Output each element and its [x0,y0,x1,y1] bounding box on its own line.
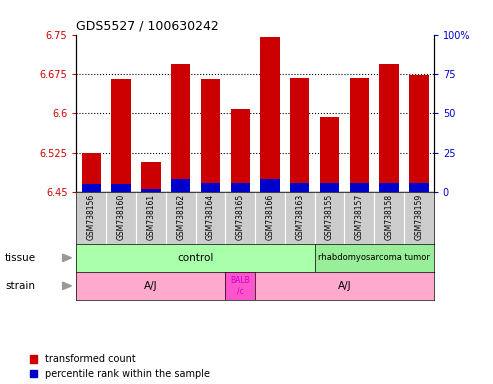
Bar [255,272,434,300]
Text: GSM738156: GSM738156 [87,194,96,240]
Bar [315,244,434,272]
Text: GSM738160: GSM738160 [116,194,126,240]
Polygon shape [63,282,71,290]
Bar [76,244,315,272]
Bar [201,79,220,192]
Bar [290,182,310,192]
Text: GSM738161: GSM738161 [146,194,155,240]
Text: strain: strain [5,281,35,291]
Bar [82,184,101,192]
Text: GSM738162: GSM738162 [176,194,185,240]
Text: GSM738164: GSM738164 [206,194,215,240]
Text: GDS5527 / 100630242: GDS5527 / 100630242 [76,19,219,32]
Text: GSM738163: GSM738163 [295,194,304,240]
Bar [111,79,131,192]
Text: GSM738157: GSM738157 [355,194,364,240]
Bar [171,65,190,192]
Text: BALB
/c: BALB /c [230,276,250,296]
Bar [76,272,225,300]
Bar [409,76,428,192]
Bar [231,182,250,192]
Bar [350,182,369,192]
Bar [290,78,310,192]
Bar [82,153,101,192]
Bar [260,179,280,192]
Bar [171,179,190,192]
Bar [225,272,255,300]
Text: GSM738165: GSM738165 [236,194,245,240]
Bar [380,65,399,192]
Text: A/J: A/J [338,281,352,291]
Text: GSM738158: GSM738158 [385,194,394,240]
Polygon shape [63,254,71,262]
Text: A/J: A/J [144,281,158,291]
Legend: transformed count, percentile rank within the sample: transformed count, percentile rank withi… [30,354,210,379]
Text: tissue: tissue [5,253,36,263]
Bar [141,162,161,192]
Text: GSM738155: GSM738155 [325,194,334,240]
Bar [350,78,369,192]
Bar [409,182,428,192]
Bar [231,109,250,192]
Text: GSM738166: GSM738166 [266,194,275,240]
Bar [320,118,339,192]
Bar [111,184,131,192]
Bar [141,189,161,192]
Text: GSM738159: GSM738159 [415,194,423,240]
Bar [260,37,280,192]
Bar [201,182,220,192]
Bar [320,182,339,192]
Text: rhabdomyosarcoma tumor: rhabdomyosarcoma tumor [318,253,430,262]
Text: control: control [177,253,214,263]
Bar [380,182,399,192]
